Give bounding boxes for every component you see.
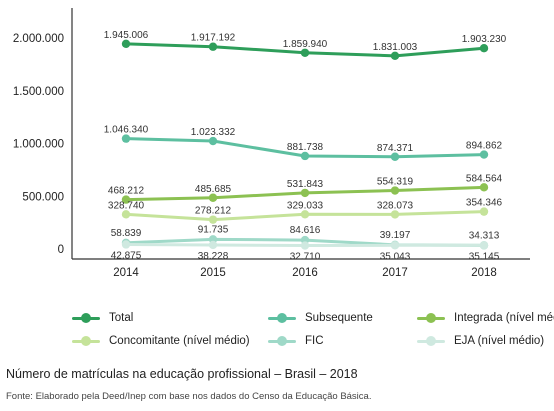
data-label: 894.862	[466, 141, 503, 152]
data-label: 1.859.940	[283, 39, 328, 50]
legend-swatch	[72, 335, 100, 347]
legend-swatch	[72, 312, 100, 324]
data-label: 1.023.332	[191, 127, 236, 138]
legend-swatch	[417, 335, 445, 347]
x-tick-label: 2018	[471, 267, 497, 279]
data-point	[300, 48, 310, 57]
legend-label: Integrada (nível médio)	[454, 312, 554, 324]
data-point	[479, 183, 489, 192]
y-tick-label: 1.000.000	[13, 139, 64, 151]
data-point	[300, 151, 310, 161]
data-label: 1.917.192	[191, 33, 236, 44]
data-label: 58.839	[111, 228, 142, 239]
data-point	[208, 193, 218, 202]
legend-item: EJA (nível médio)	[417, 335, 544, 347]
data-label: 91.735	[198, 224, 229, 235]
legend-label: EJA (nível médio)	[454, 335, 545, 347]
legend-label: Subsequente	[305, 312, 373, 324]
data-label: 42.875	[111, 250, 142, 261]
data-point	[300, 241, 310, 250]
data-point	[208, 136, 218, 146]
data-label: 328.740	[108, 200, 145, 211]
data-point	[121, 240, 131, 249]
data-point	[121, 39, 131, 49]
data-label: 468.212	[108, 186, 145, 197]
y-tick-label: 0	[58, 244, 64, 256]
y-tick-label: 1.500.000	[13, 86, 64, 98]
legend-swatch	[268, 312, 296, 324]
data-point	[479, 241, 489, 250]
data-label: 35.043	[380, 251, 411, 262]
legend-swatch	[268, 335, 296, 347]
data-point	[390, 186, 400, 195]
data-label: 881.738	[287, 142, 324, 153]
legend-item: Total	[72, 312, 133, 324]
legend-item: Concomitante (nível médio)	[72, 335, 250, 347]
figure-source: Fonte: Elaborado pela Deed/Inep com base…	[6, 391, 372, 402]
x-tick-label: 2015	[200, 267, 226, 279]
data-label: 38.228	[198, 251, 229, 262]
data-point	[300, 188, 310, 198]
data-point	[208, 42, 218, 51]
data-label: 1.945.006	[104, 30, 149, 41]
data-point	[121, 195, 131, 204]
data-point	[390, 51, 400, 61]
line-chart: 2.000.000 1.500.000 1.000.000 500.000 0 2014 2…	[13, 8, 530, 279]
data-label: 278.212	[195, 206, 232, 217]
data-label: 485.685	[195, 184, 232, 195]
legend-label: Concomitante (nível médio)	[109, 335, 250, 347]
data-label: 328.073	[377, 200, 414, 211]
data-label: 34.313	[469, 230, 500, 241]
data-label: 84.616	[290, 225, 321, 236]
data-label: 1.831.003	[373, 42, 418, 53]
data-point	[479, 150, 489, 159]
legend-label: FIC	[305, 335, 324, 347]
data-point	[300, 210, 310, 219]
data-label: 35.145	[469, 251, 500, 262]
legend-item: Subsequente	[268, 312, 373, 324]
data-label: 554.319	[377, 177, 414, 188]
legend-swatch	[417, 312, 445, 324]
data-point	[121, 210, 131, 219]
x-tick-label: 2014	[113, 267, 139, 279]
data-label: 874.371	[377, 143, 414, 154]
data-point	[390, 210, 400, 219]
data-label: 1.903.230	[462, 34, 507, 45]
data-point	[208, 215, 218, 224]
legend-label: Total	[109, 312, 134, 324]
data-point	[390, 152, 400, 161]
data-point	[390, 241, 400, 250]
data-point	[121, 134, 131, 143]
data-point	[208, 240, 218, 250]
data-point	[479, 207, 489, 216]
x-tick-label: 2016	[292, 267, 318, 279]
legend-item: FIC	[268, 335, 324, 347]
data-label: 584.564	[466, 173, 503, 184]
data-label: 531.843	[287, 179, 324, 190]
data-label: 329.033	[287, 200, 324, 211]
data-label: 32.710	[290, 252, 321, 263]
data-label: 354.346	[466, 198, 503, 209]
data-label: 1.046.340	[104, 125, 149, 136]
legend-item: Integrada (nível médio)	[417, 312, 554, 324]
x-tick-label: 2017	[382, 267, 408, 279]
data-point	[479, 44, 489, 53]
data-label: 39.197	[380, 230, 411, 241]
y-tick-label: 500.000	[22, 191, 64, 203]
figure-caption: Número de matrículas na educação profiss…	[6, 367, 358, 381]
y-tick-label: 2.000.000	[13, 33, 64, 45]
